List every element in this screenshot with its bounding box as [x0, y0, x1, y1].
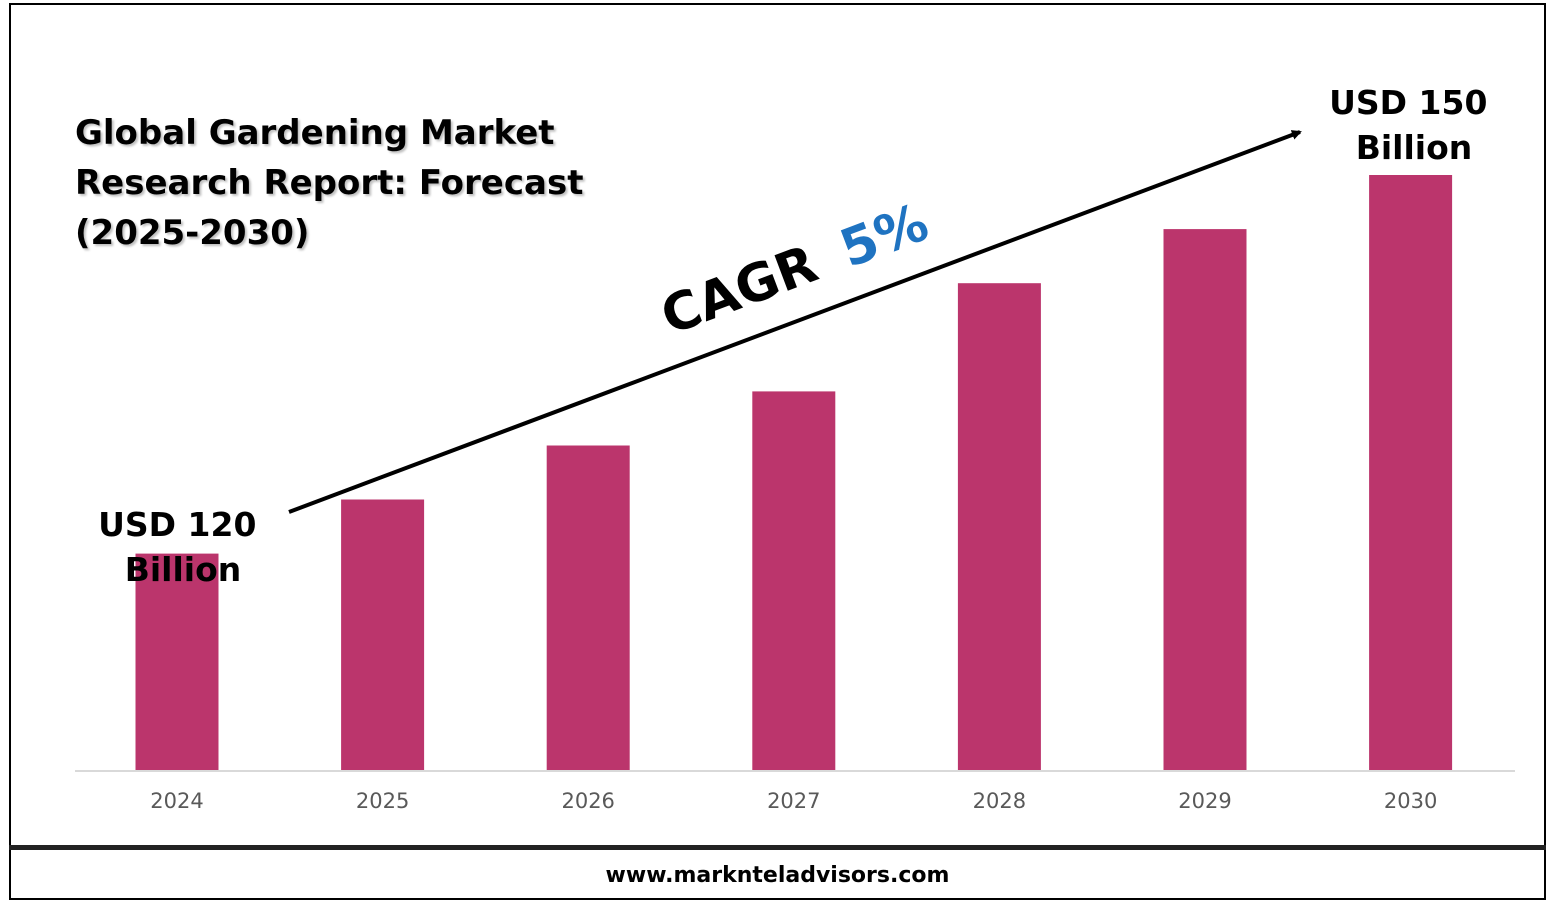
- cagr-label: CAGR: [653, 234, 825, 347]
- start-value-line-2: Billion: [125, 550, 242, 589]
- bars-group: [135, 175, 1453, 771]
- bar-2029: [1163, 229, 1247, 771]
- footer-website: www.marknteladvisors.com: [605, 862, 950, 888]
- title-line-3: (2025-2030): [75, 213, 310, 253]
- x-tick-2026: 2026: [561, 789, 614, 813]
- end-value-line-1: USD 150: [1329, 83, 1487, 122]
- start-value-label: USD 120 Billion: [98, 505, 268, 589]
- start-value-line-1: USD 120: [98, 505, 256, 544]
- x-tick-2024: 2024: [150, 789, 203, 813]
- title-line-1: Global Gardening Market: [75, 113, 555, 153]
- bar-2025: [341, 499, 425, 770]
- title-line-2: Research Report: Forecast: [75, 163, 584, 203]
- bar-2026: [546, 445, 630, 770]
- x-tick-2027: 2027: [767, 789, 820, 813]
- cagr-value: 5%: [832, 193, 936, 280]
- end-value-line-2: Billion: [1356, 128, 1473, 167]
- x-tick-2030: 2030: [1384, 789, 1437, 813]
- footer-divider: [9, 845, 1546, 850]
- x-tick-labels: 2024 2025 2026 2027 2028 2029 2030: [150, 789, 1437, 813]
- end-value-label: USD 150 Billion: [1329, 83, 1499, 167]
- chart-title: Global Gardening Market Research Report:…: [75, 108, 583, 258]
- bar-2030: [1369, 175, 1453, 770]
- bar-2028: [957, 283, 1041, 770]
- chart-frame: [9, 3, 1546, 900]
- x-tick-2028: 2028: [973, 789, 1026, 813]
- cagr-trend-arrow: [288, 130, 1302, 514]
- x-tick-2025: 2025: [356, 789, 409, 813]
- bar-2027: [752, 391, 836, 770]
- bar-2024: [135, 553, 219, 770]
- x-tick-2029: 2029: [1178, 789, 1231, 813]
